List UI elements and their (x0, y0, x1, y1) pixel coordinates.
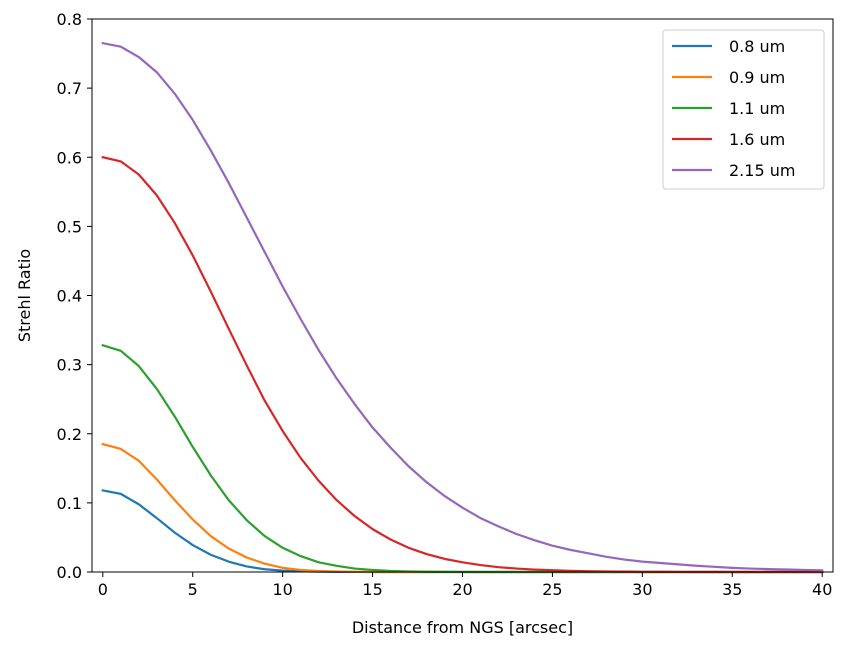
x-tick-label: 40 (812, 580, 832, 599)
y-tick-label: 0.0 (57, 563, 82, 582)
x-tick-label: 35 (722, 580, 742, 599)
legend-label-0: 0.8 um (729, 37, 785, 56)
x-tick-label: 15 (362, 580, 382, 599)
legend-label-3: 1.6 um (729, 130, 785, 149)
y-tick-label: 0.6 (57, 148, 82, 167)
y-axis-label: Strehl Ratio (15, 249, 34, 342)
y-tick-label: 0.5 (57, 217, 82, 236)
y-tick-label: 0.4 (57, 287, 82, 306)
y-tick-label: 0.3 (57, 356, 82, 375)
y-tick-label: 0.1 (57, 494, 82, 513)
x-tick-label: 25 (542, 580, 562, 599)
x-tick-label: 10 (272, 580, 292, 599)
y-axis-ticks: 0.0 0.1 0.2 0.3 0.4 0.5 0.6 0.7 0.8 (57, 10, 92, 582)
y-tick-label: 0.2 (57, 425, 82, 444)
x-axis-ticks: 0 5 10 15 20 25 30 35 40 (98, 572, 832, 599)
y-tick-label: 0.7 (57, 79, 82, 98)
x-axis-label: Distance from NGS [arcsec] (352, 618, 573, 637)
x-tick-label: 0 (98, 580, 108, 599)
legend-box (662, 29, 825, 190)
legend-label-1: 0.9 um (729, 68, 785, 87)
x-tick-label: 30 (632, 580, 652, 599)
x-tick-label: 5 (188, 580, 198, 599)
x-tick-label: 20 (452, 580, 472, 599)
legend-label-4: 2.15 um (729, 161, 795, 180)
series-line-4 (101, 41, 824, 572)
y-tick-label: 0.8 (57, 10, 82, 29)
legend: 0.8 um 0.9 um 1.1 um 1.6 um 2.15 um (662, 29, 825, 190)
legend-label-2: 1.1 um (729, 99, 785, 118)
